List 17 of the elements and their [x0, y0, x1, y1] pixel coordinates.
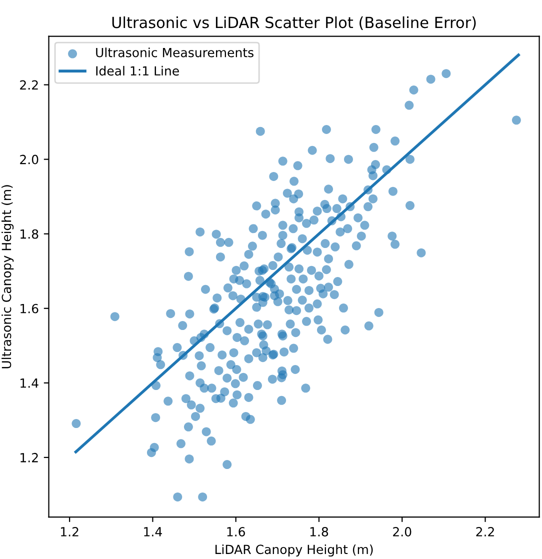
x-tick-label: 1.6: [227, 527, 245, 536]
y-tick-label: 1.4: [20, 378, 38, 388]
x-axis-title: LiDAR Canopy Height (m): [215, 544, 373, 557]
chart-title: Ultrasonic vs LiDAR Scatter Plot (Baseline Error): [112, 16, 476, 30]
x-tick-label: 2.2: [476, 527, 494, 536]
legend-label: Ultrasonic Measurements: [96, 48, 254, 58]
y-tick-label: 2.0: [20, 154, 38, 164]
y-tick-label: 1.2: [20, 452, 38, 462]
x-tick-label: 1.2: [61, 527, 78, 536]
y-tick-label: 2.2: [20, 80, 38, 90]
x-tick-label: 2.0: [393, 527, 412, 536]
y-tick-label: 1.6: [20, 304, 38, 314]
y-tick-label: 1.8: [20, 229, 38, 239]
y-axis-title: Ultrasonic Canopy Height (m): [2, 185, 14, 368]
x-tick-label: 1.4: [144, 527, 162, 536]
legend-label: Ideal 1:1 Line: [96, 66, 179, 76]
x-tick-label: 1.8: [310, 527, 328, 536]
